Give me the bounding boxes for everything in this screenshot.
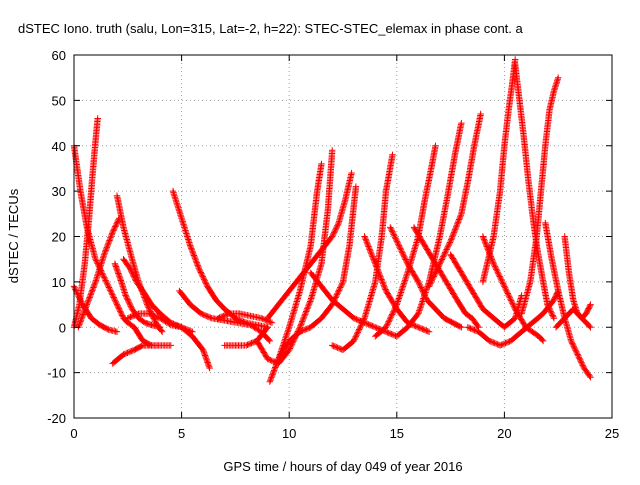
chart-title: dSTEC Iono. truth (salu, Lon=315, Lat=-2… xyxy=(18,21,524,36)
series-markers xyxy=(124,310,196,335)
data-series xyxy=(109,342,174,367)
y-tick-label: 30 xyxy=(52,184,66,199)
series-markers xyxy=(361,233,433,335)
data-series xyxy=(542,219,594,381)
data-series xyxy=(518,74,562,317)
data-series xyxy=(561,233,594,322)
series-markers xyxy=(425,110,484,290)
x-tick-label: 10 xyxy=(282,426,296,441)
data-series xyxy=(387,224,465,331)
y-tick-label: 50 xyxy=(52,93,66,108)
y-tick-label: 0 xyxy=(59,320,66,335)
series-markers xyxy=(542,219,594,381)
data-series xyxy=(169,187,271,331)
data-series xyxy=(479,233,547,345)
series-markers xyxy=(109,342,174,367)
series-layer xyxy=(70,56,594,385)
data-series xyxy=(425,110,484,290)
x-tick-label: 15 xyxy=(390,426,404,441)
series-markers xyxy=(464,287,562,349)
y-axis-label: dSTEC / TECUs xyxy=(6,188,21,283)
y-tick-label: -20 xyxy=(47,411,66,426)
series-markers xyxy=(169,187,271,331)
series-markers xyxy=(387,224,465,331)
data-series xyxy=(464,287,562,349)
x-tick-label: 20 xyxy=(497,426,511,441)
y-tick-label: -10 xyxy=(47,366,66,381)
series-markers xyxy=(479,233,547,345)
series-markers xyxy=(215,310,276,326)
series-markers xyxy=(561,233,594,322)
data-series xyxy=(253,147,336,367)
y-tick-label: 40 xyxy=(52,139,66,154)
x-tick-label: 25 xyxy=(605,426,619,441)
data-series xyxy=(552,305,594,331)
series-markers xyxy=(552,305,594,331)
series-markers xyxy=(253,147,336,367)
x-tick-label: 0 xyxy=(70,426,77,441)
series-markers xyxy=(518,74,562,317)
data-series xyxy=(361,233,433,335)
series-markers xyxy=(275,183,360,363)
data-series xyxy=(275,183,360,363)
series-markers xyxy=(264,169,355,322)
data-series xyxy=(124,310,196,335)
y-tick-label: 20 xyxy=(52,230,66,245)
grid-layer xyxy=(74,55,612,418)
series-markers xyxy=(410,224,482,331)
data-series xyxy=(215,310,276,326)
x-axis-label: GPS time / hours of day 049 of year 2016 xyxy=(223,459,462,474)
data-series xyxy=(264,169,355,322)
y-tick-label: 60 xyxy=(52,48,66,63)
y-tick-label: 10 xyxy=(52,275,66,290)
x-tick-label: 5 xyxy=(178,426,185,441)
ticks-layer: 0 5 10 15 20 25 -20 -10 0 10 20 30 40 50 60 xyxy=(47,48,619,441)
data-series xyxy=(410,224,482,331)
